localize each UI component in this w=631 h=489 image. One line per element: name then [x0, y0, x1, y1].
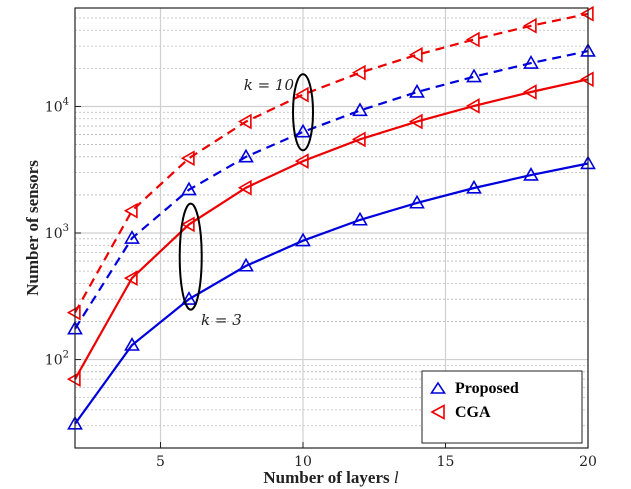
data-point-marker: [352, 211, 368, 226]
legend: Proposed CGA: [421, 370, 583, 444]
data-point-marker: [352, 102, 368, 117]
legend-box: [421, 370, 583, 444]
annotation-k3: k = 3: [201, 311, 242, 329]
ellipse-k10: [292, 73, 314, 152]
annotation-k10: k = 10: [244, 76, 295, 94]
series-group: [66, 5, 596, 430]
series-line: [74, 12, 589, 314]
data-point-marker: [465, 98, 480, 114]
data-point-marker: [238, 148, 254, 163]
data-point-marker: [351, 131, 366, 148]
data-point-marker: [409, 83, 425, 98]
x-tick-label: 20: [579, 454, 597, 470]
plot-frame: [74, 7, 589, 449]
data-point-marker: [123, 270, 138, 287]
data-point-marker: [181, 291, 197, 305]
data-point-marker: [294, 153, 309, 169]
data-point-marker: [294, 86, 309, 103]
data-point-marker: [124, 230, 140, 244]
data-point-marker: [466, 179, 482, 194]
y-tick-label: 102: [45, 350, 69, 369]
y-axis-label: Number of sensors: [23, 160, 42, 296]
legend-marker-cga: [430, 404, 445, 420]
data-point-marker: [66, 371, 81, 388]
x-axis-label: Number of layers l: [263, 468, 398, 487]
x-tick-label: 15: [437, 454, 455, 470]
series-proposed-k3: [67, 155, 596, 430]
data-point-marker: [579, 5, 594, 22]
y-tick-label: 103: [45, 223, 69, 242]
data-point-marker: [66, 304, 81, 321]
data-point-marker: [522, 17, 537, 34]
data-point-marker: [523, 166, 539, 181]
series-cga-k3: [66, 71, 594, 388]
data-point-marker: [124, 337, 140, 351]
legend-label-proposed: Proposed: [455, 380, 519, 397]
data-point-marker: [523, 55, 539, 69]
ticks: 5 10 15 20 102 103 104: [45, 96, 597, 470]
data-point-marker: [408, 46, 423, 63]
data-point-marker: [409, 194, 425, 209]
data-point-marker: [123, 202, 138, 219]
ellipse-k3: [178, 202, 203, 311]
annotation-ellipses: [178, 73, 314, 311]
x-tick-label: 10: [294, 454, 312, 470]
data-point-marker: [238, 257, 254, 272]
legend-marker-proposed: [430, 381, 446, 394]
data-point-marker: [522, 84, 537, 100]
data-point-marker: [237, 179, 252, 196]
data-point-marker: [295, 123, 311, 138]
data-point-marker: [466, 68, 482, 83]
series-cga-k10: [66, 5, 594, 321]
data-point-marker: [181, 181, 197, 196]
series-proposed-k10: [67, 42, 596, 335]
y-tick-label: 104: [45, 96, 69, 115]
data-point-marker: [579, 71, 594, 88]
data-point-marker: [465, 31, 480, 48]
legend-label-cga: CGA: [455, 404, 491, 421]
data-point-marker: [237, 113, 252, 130]
x-tick-label: 5: [156, 454, 165, 470]
data-point-marker: [180, 150, 195, 167]
data-point-marker: [351, 64, 366, 81]
series-line: [74, 162, 589, 425]
data-point-marker: [408, 113, 423, 130]
data-point-marker: [180, 216, 195, 233]
series-line: [74, 78, 589, 380]
data-point-marker: [295, 232, 311, 247]
x-axis-label-var: l: [394, 468, 399, 487]
